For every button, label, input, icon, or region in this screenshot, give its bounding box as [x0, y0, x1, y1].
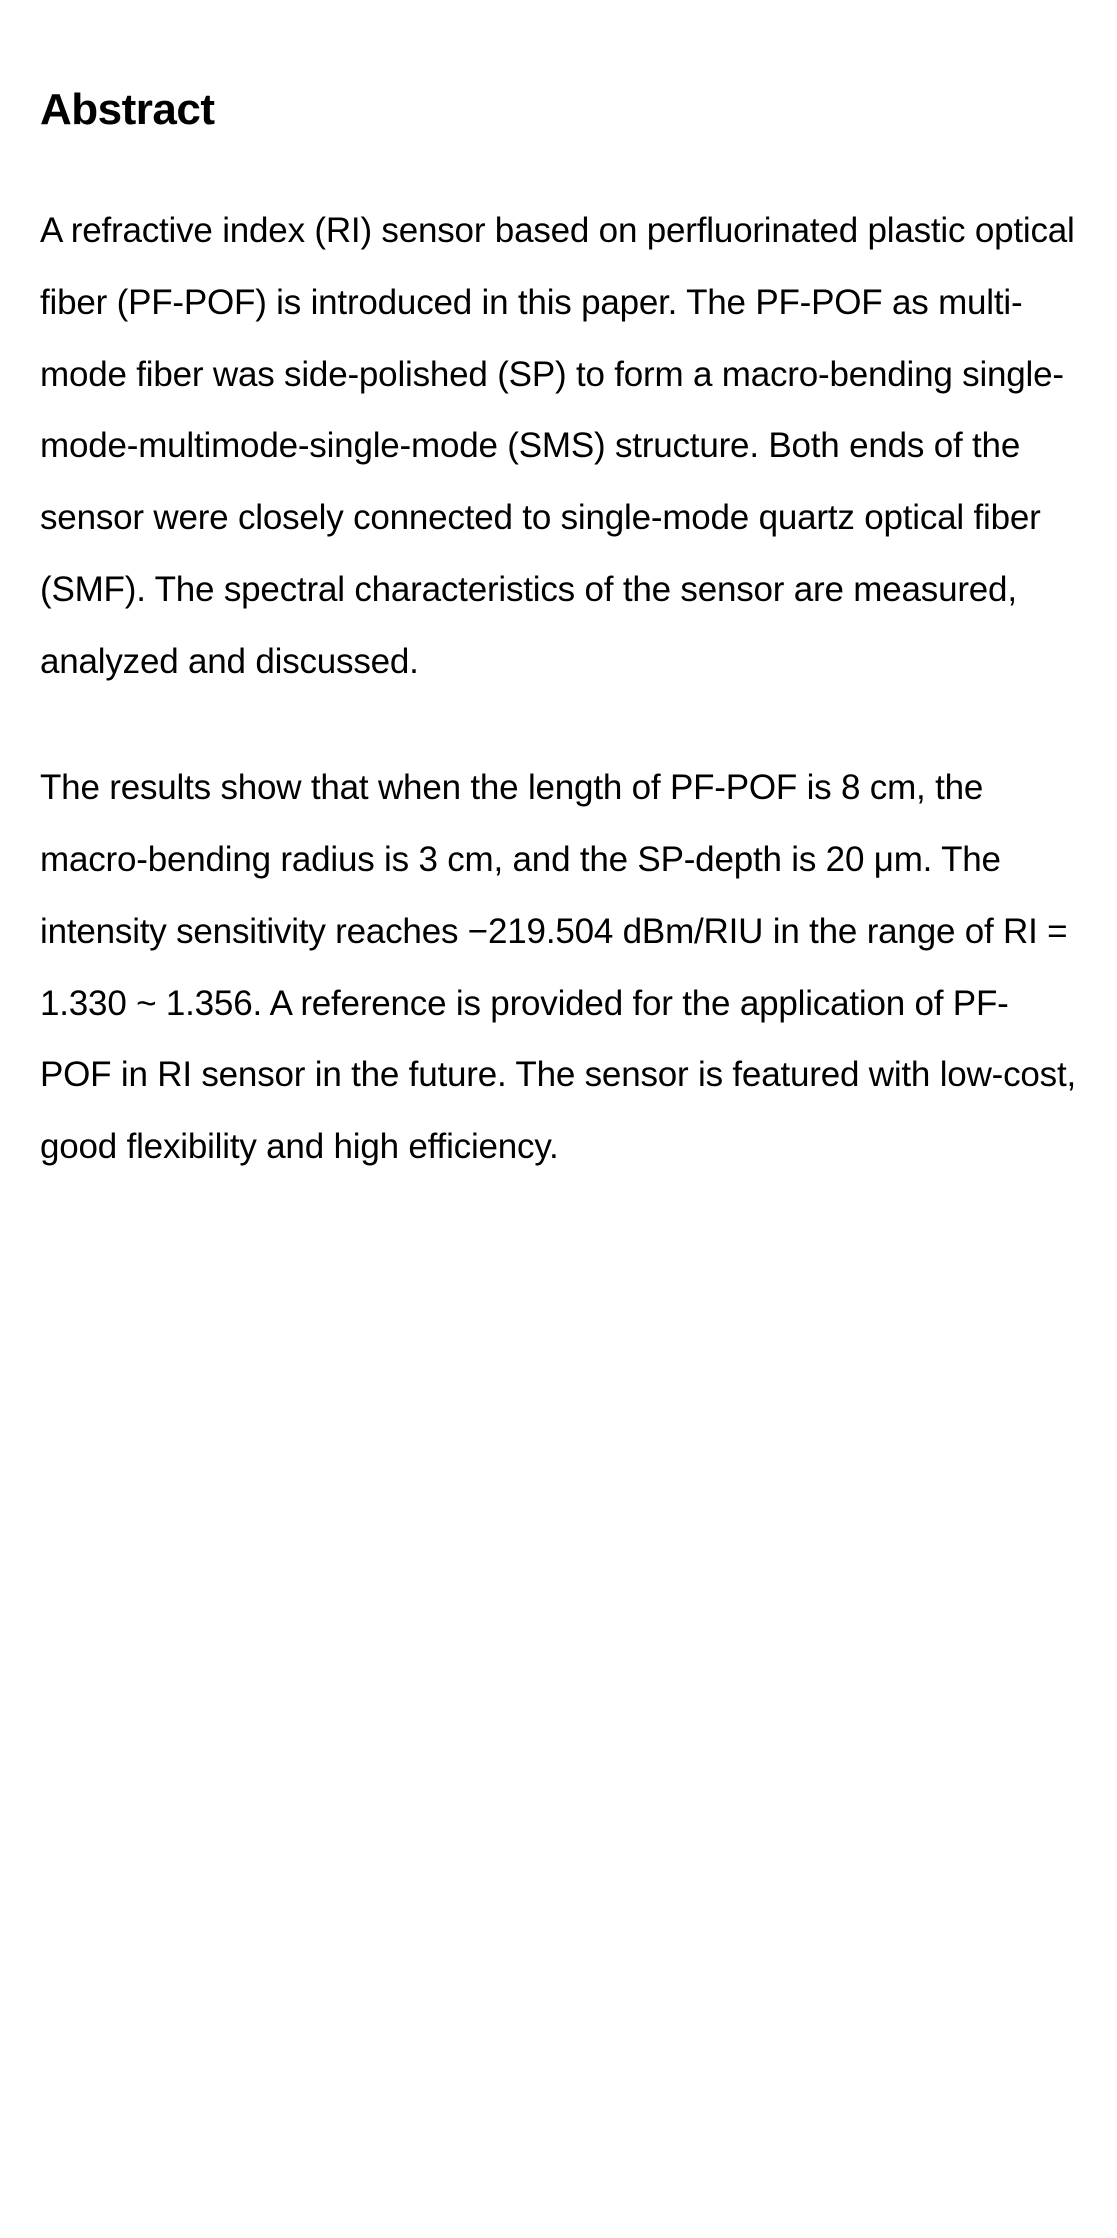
abstract-heading: Abstract — [40, 85, 1077, 135]
abstract-paragraph-2: The results show that when the length of… — [40, 752, 1077, 1183]
abstract-paragraph-1: A refractive index (RI) sensor based on … — [40, 195, 1077, 697]
